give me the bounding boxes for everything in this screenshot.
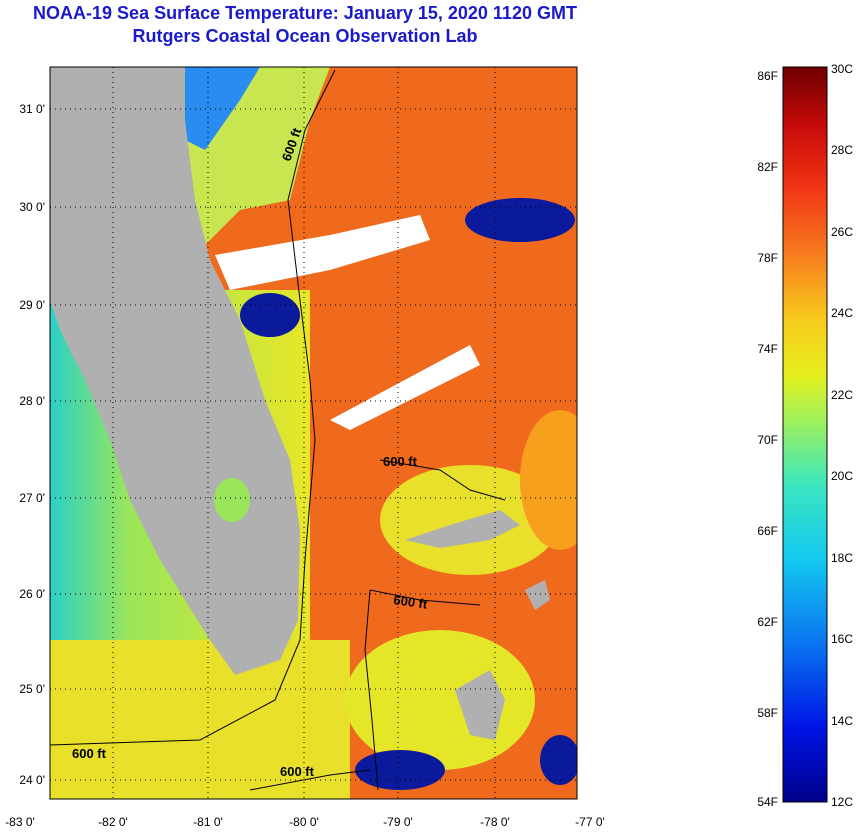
latitude-axis: 31 0' 30 0' 29 0' 28 0' 27 0' 26 0' 25 0… xyxy=(19,102,45,787)
colorbar-f-label: 82F xyxy=(757,160,778,174)
colorbar-c-label: 22C xyxy=(831,388,853,402)
lat-tick-label: 27 0' xyxy=(19,491,45,505)
contour-label: 600 ft xyxy=(383,454,418,469)
lat-tick-label: 26 0' xyxy=(19,587,45,601)
colorbar-gradient xyxy=(782,66,828,803)
colorbar-c-label: 30C xyxy=(831,62,853,76)
colorbar-f-label: 58F xyxy=(757,706,778,720)
lat-tick-label: 30 0' xyxy=(19,200,45,214)
lon-tick-label: -81 0' xyxy=(193,815,223,829)
contour-label: 600 ft xyxy=(280,764,315,779)
lat-tick-label: 28 0' xyxy=(19,394,45,408)
lat-tick-label: 24 0' xyxy=(19,773,45,787)
colorbar-c-label: 20C xyxy=(831,469,853,483)
contour-label: 600 ft xyxy=(72,746,107,761)
lat-tick-label: 31 0' xyxy=(19,102,45,116)
colorbar-c-label: 14C xyxy=(831,714,853,728)
map-title: NOAA-19 Sea Surface Temperature: January… xyxy=(33,3,577,23)
lon-tick-label: -79 0' xyxy=(383,815,413,829)
colorbar-celsius-labels: 30C 28C 26C 24C 22C 20C 18C 16C 14C 12C xyxy=(831,62,853,809)
lat-tick-label: 25 0' xyxy=(19,682,45,696)
contour-label: 600 ft xyxy=(393,592,429,612)
sst-image xyxy=(50,67,577,799)
colorbar-c-label: 24C xyxy=(831,306,853,320)
colorbar-f-label: 86F xyxy=(757,69,778,83)
colorbar-f-label: 66F xyxy=(757,524,778,538)
lon-tick-label: -83 0' xyxy=(5,815,35,829)
colorbar-c-label: 18C xyxy=(831,551,853,565)
lon-tick-label: -77 0' xyxy=(575,815,605,829)
lon-tick-label: -82 0' xyxy=(98,815,128,829)
lon-tick-label: -80 0' xyxy=(289,815,319,829)
graticule xyxy=(50,67,577,799)
longitude-axis: -83 0' -82 0' -81 0' -80 0' -79 0' -78 0… xyxy=(5,815,605,829)
colorbar-c-label: 16C xyxy=(831,632,853,646)
plot-frame xyxy=(49,66,578,800)
lon-tick-label: -78 0' xyxy=(480,815,510,829)
colorbar: 86F 82F 78F 74F 70F 66F 62F 58F 54F 30C … xyxy=(757,62,853,809)
colorbar-f-label: 74F xyxy=(757,342,778,356)
colorbar-fahrenheit-labels: 86F 82F 78F 74F 70F 66F 62F 58F 54F xyxy=(757,69,778,809)
colorbar-f-label: 54F xyxy=(757,795,778,809)
colorbar-c-label: 26C xyxy=(831,225,853,239)
colorbar-c-label: 28C xyxy=(831,143,853,157)
colorbar-f-label: 78F xyxy=(757,251,778,265)
lat-tick-label: 29 0' xyxy=(19,298,45,312)
colorbar-f-label: 70F xyxy=(757,433,778,447)
colorbar-c-label: 12C xyxy=(831,795,853,809)
map-subtitle: Rutgers Coastal Ocean Observation Lab xyxy=(132,26,478,46)
colorbar-f-label: 62F xyxy=(757,615,778,629)
